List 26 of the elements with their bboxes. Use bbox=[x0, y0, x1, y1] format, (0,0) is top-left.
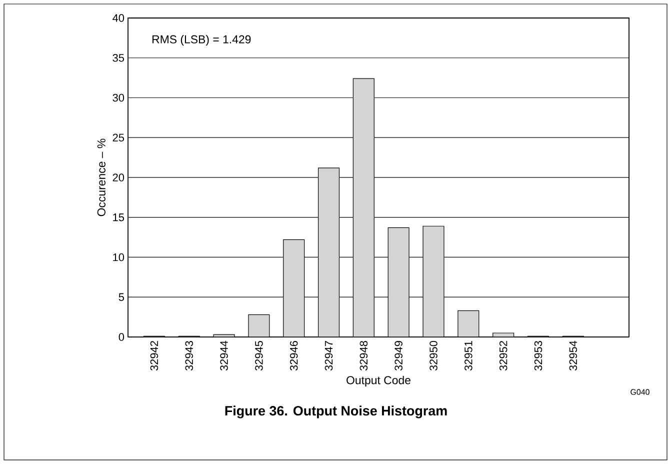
y-tick-label: 5 bbox=[118, 293, 124, 301]
x-tick-label: 32949 bbox=[394, 341, 402, 371]
y-tick-label: 35 bbox=[112, 54, 124, 62]
x-tick-label: 32952 bbox=[499, 341, 508, 371]
annotation: RMS (LSB) = 1.429 bbox=[152, 34, 251, 46]
y-tick-label: 10 bbox=[113, 253, 124, 262]
y-axis-title: Occurence – % bbox=[97, 138, 106, 216]
x-tick-label: 32947 bbox=[324, 341, 333, 371]
x-tick-label: 32948 bbox=[360, 340, 368, 371]
y-tick-label: 30 bbox=[112, 94, 124, 102]
y-tick-label: 15 bbox=[113, 214, 124, 222]
y-tick-label: 25 bbox=[112, 134, 124, 142]
x-tick-label: 32950 bbox=[430, 340, 438, 371]
x-tick-label: 32954 bbox=[569, 340, 578, 371]
x-tick-label: 32953 bbox=[534, 340, 542, 371]
x-tick-label: 32942 bbox=[150, 341, 158, 371]
y-tick-label: 40 bbox=[112, 14, 124, 22]
y-tick-label: 20 bbox=[112, 174, 124, 182]
y-tick-label: 0 bbox=[118, 333, 124, 341]
x-tick-label: 32943 bbox=[185, 340, 193, 371]
x-axis-title: Output Code bbox=[346, 376, 410, 386]
x-tick-label: 32946 bbox=[290, 340, 298, 371]
x-tick-label: 32945 bbox=[255, 340, 263, 371]
text: Figure 36. Output Noise Histogram bbox=[225, 406, 447, 418]
x-tick-label: 32951 bbox=[464, 341, 472, 371]
x-tick-label: 32944 bbox=[220, 340, 228, 371]
